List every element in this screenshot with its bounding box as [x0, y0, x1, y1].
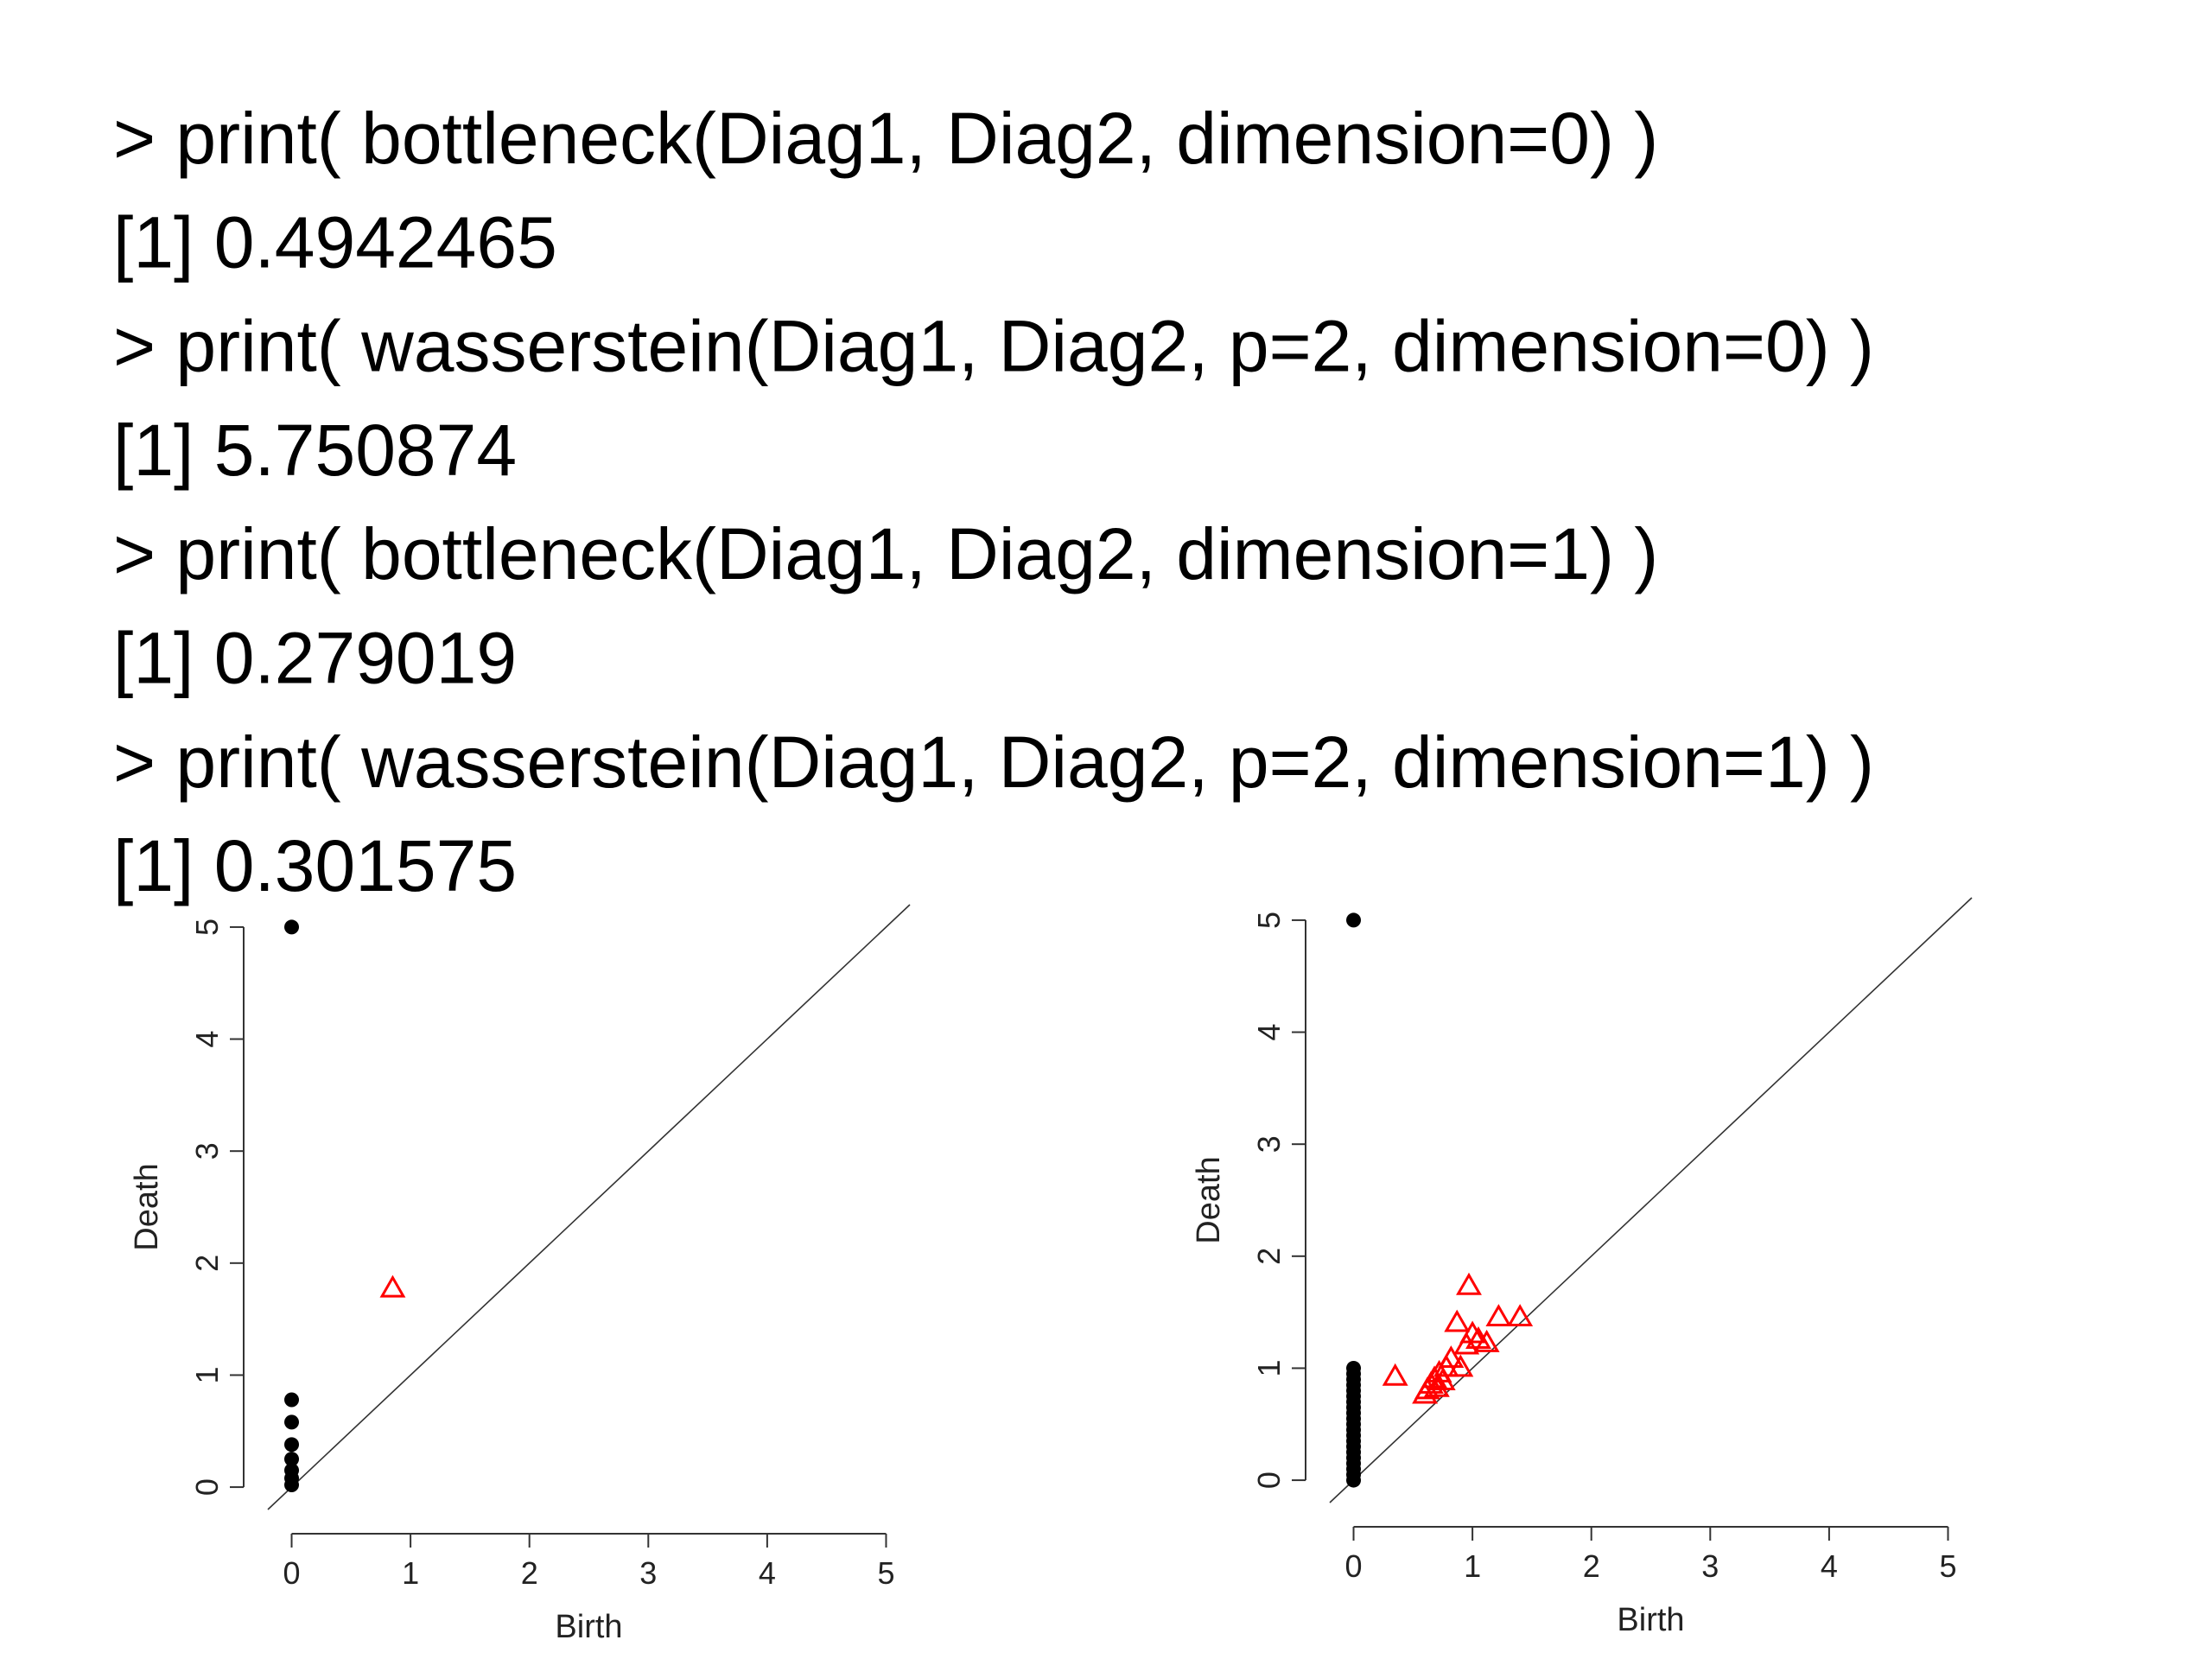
circle-point — [1346, 1360, 1362, 1376]
y-tick-label: 1 — [1251, 1359, 1287, 1376]
y-tick-label: 3 — [1251, 1135, 1287, 1153]
circle-point — [284, 1477, 300, 1492]
y-tick-label: 0 — [1251, 1471, 1287, 1489]
y-tick-label: 2 — [189, 1255, 225, 1272]
triangle-point — [1456, 1272, 1482, 1295]
triangle-point — [1453, 1332, 1480, 1355]
x-tick-label: 2 — [521, 1555, 538, 1591]
triangle-point — [1429, 1367, 1456, 1390]
y-tick-label: 1 — [189, 1366, 225, 1383]
circle-point — [1346, 912, 1362, 928]
console-line: > print( bottleneck(Diag1, Diag2, dimens… — [113, 513, 1658, 594]
diagonal — [267, 904, 911, 1510]
x-axis-label: Birth — [555, 1609, 622, 1645]
x-tick-label: 3 — [1701, 1548, 1719, 1584]
console-line: [1] 0.279019 — [113, 618, 517, 699]
triangle-point — [379, 1274, 406, 1298]
circle-point — [284, 1452, 300, 1467]
x-axis-label: Birth — [1617, 1602, 1684, 1638]
x-tick-label: 1 — [1464, 1548, 1481, 1584]
circle-point — [284, 1437, 300, 1452]
x-tick-label: 1 — [402, 1555, 419, 1591]
console-line: [1] 0.301575 — [113, 825, 517, 906]
y-tick-label: 3 — [189, 1142, 225, 1160]
triangle-point — [1507, 1304, 1534, 1327]
triangle-point — [1485, 1304, 1512, 1327]
console-line: [1] 5.750874 — [113, 410, 517, 491]
y-axis-label: Death — [1191, 1156, 1227, 1243]
triangle-point — [1382, 1363, 1408, 1386]
console-line: > print( wasserstein(Diag1, Diag2, p=2, … — [113, 721, 1874, 803]
x-tick-label: 4 — [759, 1555, 776, 1591]
y-tick-label: 4 — [189, 1031, 225, 1048]
x-tick-label: 2 — [1583, 1548, 1600, 1584]
diagonal — [1329, 897, 1973, 1503]
x-tick-label: 4 — [1821, 1548, 1838, 1584]
circle-point — [284, 1392, 300, 1408]
y-tick-label: 0 — [189, 1478, 225, 1496]
y-axis-label: Death — [129, 1163, 165, 1250]
x-tick-label: 0 — [283, 1555, 301, 1591]
x-tick-label: 5 — [877, 1555, 894, 1591]
triangle-point — [1412, 1381, 1439, 1404]
x-tick-label: 0 — [1345, 1548, 1363, 1584]
triangle-point — [1444, 1309, 1471, 1332]
y-tick-label: 5 — [1251, 912, 1287, 929]
y-tick-label: 4 — [1251, 1024, 1287, 1041]
persistence-diagram: 0 1 2 3 4 5 Birth 0 1 2 3 4 5 Death — [1191, 897, 1973, 1638]
console-line: > print( bottleneck(Diag1, Diag2, dimens… — [113, 98, 1658, 179]
x-tick-label: 5 — [1939, 1548, 1956, 1584]
persistence-diagram: 0 1 2 3 4 5 Birth 0 1 2 3 4 5 Death — [129, 904, 911, 1645]
circle-point — [284, 1414, 300, 1430]
triangle-point — [1459, 1320, 1486, 1344]
console-line: [1] 0.4942465 — [113, 201, 557, 283]
y-tick-label: 5 — [189, 918, 225, 936]
triangle-point — [1447, 1354, 1474, 1377]
y-tick-label: 2 — [1251, 1248, 1287, 1265]
triangle-point — [1423, 1374, 1450, 1397]
x-tick-label: 3 — [639, 1555, 657, 1591]
console-line: > print( wasserstein(Diag1, Diag2, p=2, … — [113, 306, 1874, 387]
circle-point — [284, 919, 300, 935]
triangle-point — [1473, 1329, 1500, 1352]
